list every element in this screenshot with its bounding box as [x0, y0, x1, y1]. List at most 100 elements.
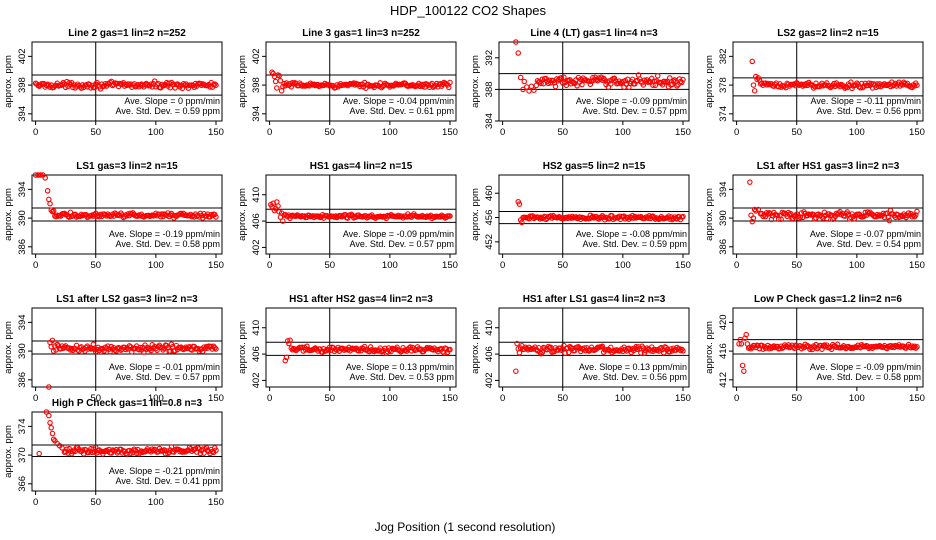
std-dev-annotation: Ave. Std. Dev. = 0.54 ppm [817, 239, 921, 249]
data-point [636, 76, 643, 82]
data-point [538, 214, 544, 220]
x-tick-label: 0 [33, 260, 38, 271]
data-point [600, 214, 607, 220]
data-point [447, 79, 453, 86]
data-point [773, 80, 780, 86]
data-point [208, 211, 214, 218]
y-tick-label: 460 [484, 185, 495, 201]
panel-8: LS1 after HS1 gas=3 lin=2 n=3 approx. ppm… [704, 161, 925, 271]
data-point [517, 74, 524, 81]
data-point [277, 78, 284, 84]
data-point [44, 188, 51, 194]
data-point [186, 213, 193, 219]
panel-title: HS1 after HS2 gas=4 lin=2 n=3 [289, 294, 433, 305]
y-tick-label: 382 [718, 48, 729, 64]
x-tick-label: 0 [33, 127, 38, 138]
y-tick-label: 392 [484, 50, 495, 66]
x-tick-label: 0 [267, 127, 272, 138]
x-tick-label: 50 [791, 260, 802, 271]
panel-10: HS1 after HS2 gas=4 lin=2 n=3 approx. ppm… [237, 294, 458, 404]
plot-frame [732, 174, 924, 255]
data-point [106, 446, 112, 453]
x-tick-label: 0 [734, 260, 739, 271]
y-axis-label: approx. ppm [237, 55, 248, 108]
data-point [272, 78, 279, 85]
std-dev-annotation: Ave. Std. Dev. = 0.57 ppm [116, 372, 220, 382]
data-point [213, 82, 219, 88]
x-tick-label: 150 [675, 127, 691, 138]
x-tick-label: 150 [208, 127, 224, 138]
slope-annotation: Ave. Slope = -0.09 ppm/min [343, 229, 454, 239]
data-point [654, 73, 661, 79]
panel-title: Line 2 gas=1 lin=2 n=252 [68, 28, 186, 39]
plot-frame [498, 41, 690, 122]
data-point [326, 344, 333, 350]
data-point [738, 341, 745, 347]
data-point [276, 73, 282, 79]
data-point [680, 213, 686, 220]
data-point [165, 450, 171, 457]
y-axis-label: approx. ppm [704, 321, 715, 374]
data-point [679, 79, 685, 86]
panel-title: LS2 gas=2 lin=2 n=15 [777, 28, 879, 39]
data-point [582, 347, 589, 354]
y-tick-label: 374 [718, 106, 729, 122]
data-points [747, 179, 920, 225]
x-tick-label: 50 [557, 127, 568, 138]
data-point [168, 444, 175, 450]
data-point [670, 78, 677, 84]
data-point [914, 82, 920, 88]
x-tick-label: 50 [90, 393, 101, 404]
data-point [47, 420, 53, 426]
panel-title: Line 4 (LT) gas=1 lin=4 n=3 [530, 28, 658, 39]
panel-title: HS1 after LS1 gas=4 lin=2 n=3 [523, 294, 666, 305]
x-tick-label: 50 [791, 393, 802, 404]
data-point [212, 345, 218, 351]
data-point [179, 211, 186, 218]
panel-title: HS1 gas=4 lin=2 n=15 [310, 161, 413, 172]
data-point [331, 214, 338, 220]
y-axis-label: approx. ppm [3, 321, 14, 374]
y-tick-label: 386 [718, 239, 729, 255]
data-point [574, 82, 580, 89]
data-point [796, 215, 802, 221]
data-point [669, 81, 675, 88]
data-points [46, 337, 219, 390]
x-tick-label: 100 [148, 260, 164, 271]
data-point [411, 82, 417, 89]
data-point [78, 85, 85, 91]
y-tick-label: 390 [17, 210, 28, 226]
x-tick-label: 150 [675, 393, 691, 404]
data-points [269, 69, 453, 94]
data-point [348, 211, 355, 218]
data-point [289, 79, 296, 86]
y-axis-label: approx. ppm [470, 321, 481, 374]
data-points [513, 39, 686, 94]
y-tick-label: 452 [484, 234, 495, 250]
x-tick-label: 50 [90, 260, 101, 271]
x-tick-label: 0 [500, 127, 505, 138]
std-dev-annotation: Ave. Std. Dev. = 0.57 ppm [583, 106, 687, 116]
y-axis-label: approx. ppm [470, 55, 481, 108]
data-points [32, 78, 219, 92]
data-point [167, 211, 174, 218]
slope-annotation: Ave. Slope = -0.11 ppm/min [811, 96, 921, 106]
data-point [212, 81, 218, 87]
data-point [552, 83, 559, 90]
data-point [820, 343, 826, 349]
y-tick-label: 388 [484, 81, 495, 97]
data-point [515, 50, 521, 56]
y-tick-label: 456 [484, 210, 495, 226]
data-point [283, 354, 290, 361]
panel-11: HS1 after LS1 gas=4 lin=2 n=3 approx. ppm… [470, 294, 691, 404]
panel-title: HS2 gas=5 lin=2 n=15 [543, 161, 646, 172]
std-dev-annotation: Ave. Std. Dev. = 0.59 ppm [116, 106, 220, 116]
data-point [86, 81, 93, 88]
x-tick-label: 0 [734, 127, 739, 138]
data-point [424, 344, 430, 351]
data-point [447, 213, 453, 219]
data-point [352, 82, 358, 88]
y-axis-label: approx. ppm [237, 321, 248, 374]
data-point [203, 444, 210, 451]
x-tick-label: 100 [382, 393, 398, 404]
